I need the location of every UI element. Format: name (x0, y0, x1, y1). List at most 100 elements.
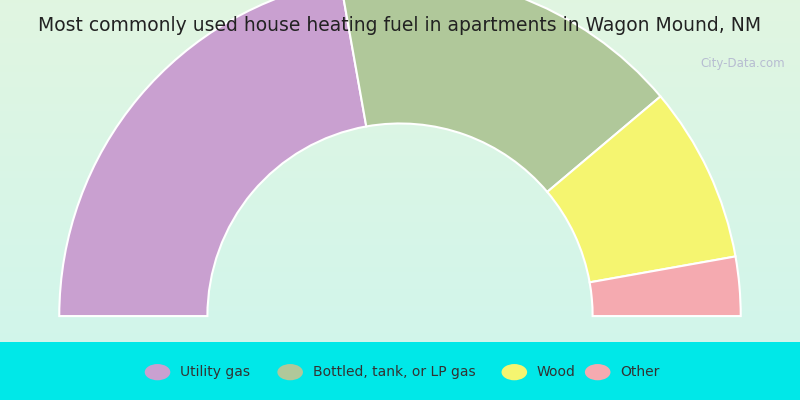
Text: Most commonly used house heating fuel in apartments in Wagon Mound, NM: Most commonly used house heating fuel in… (38, 16, 762, 35)
Bar (0, 292, 800, 294)
Bar (0, 228, 800, 229)
Bar (0, 12, 800, 14)
Bar (0, 113, 800, 114)
Bar (0, 267, 800, 268)
Bar (0, 250, 800, 251)
Bar (0, 144, 800, 145)
Bar (0, 41, 800, 43)
Bar (0, 38, 800, 39)
Ellipse shape (585, 364, 610, 380)
Bar (0, 334, 800, 335)
Wedge shape (547, 96, 735, 282)
Bar (0, 296, 800, 298)
Bar (0, 284, 800, 286)
Bar (0, 200, 800, 202)
Text: Other: Other (620, 365, 659, 379)
Bar (0, 304, 800, 306)
Bar (0, 161, 800, 162)
Bar (0, 335, 800, 337)
Bar (0, 5, 800, 7)
Bar (0, 226, 800, 228)
Bar (0, 149, 800, 150)
Bar (0, 67, 800, 68)
Bar (0, 332, 800, 334)
Bar (0, 308, 800, 310)
Bar (0, 219, 800, 220)
Bar (0, 99, 800, 101)
Bar (0, 19, 800, 20)
Bar (0, 43, 800, 44)
Bar (0, 287, 800, 289)
Bar (0, 238, 800, 239)
Bar (0, 274, 800, 275)
Bar (0, 128, 800, 130)
Bar (0, 26, 800, 27)
Bar (0, 82, 800, 84)
Bar (0, 220, 800, 222)
Bar (0, 320, 800, 322)
Bar (0, 22, 800, 24)
Bar (0, 277, 800, 279)
Bar (0, 27, 800, 29)
Bar (0, 255, 800, 256)
Bar (0, 60, 800, 62)
Bar (0, 193, 800, 195)
Bar (0, 174, 800, 176)
Bar (0, 322, 800, 323)
Bar (0, 212, 800, 214)
Bar (0, 156, 800, 157)
Bar (0, 310, 800, 311)
Bar (0, 340, 800, 342)
Bar (0, 178, 800, 180)
Bar (0, 217, 800, 219)
Bar (0, 299, 800, 301)
Bar (0, 98, 800, 99)
Wedge shape (59, 0, 366, 316)
Bar (0, 294, 800, 296)
Bar (0, 251, 800, 253)
Bar (0, 303, 800, 304)
Bar (0, 210, 800, 212)
Bar (0, 150, 800, 152)
Bar (0, 236, 800, 238)
Bar (0, 147, 800, 149)
Bar (0, 256, 800, 258)
Text: City-Data.com: City-Data.com (700, 58, 785, 70)
Wedge shape (340, 0, 661, 192)
Bar (0, 75, 800, 77)
Bar (0, 328, 800, 330)
Bar (0, 275, 800, 277)
Bar (0, 243, 800, 244)
Bar (0, 77, 800, 79)
Bar (0, 311, 800, 313)
Bar (0, 138, 800, 140)
Bar (0, 63, 800, 65)
Bar (0, 89, 800, 91)
Bar (0, 244, 800, 246)
Bar (0, 137, 800, 138)
Bar (0, 29, 800, 31)
Bar (0, 229, 800, 231)
Bar (0, 205, 800, 207)
Bar (0, 169, 800, 171)
Bar (0, 126, 800, 128)
Bar (0, 214, 800, 216)
Bar (0, 260, 800, 262)
Bar (0, 325, 800, 327)
Bar (0, 154, 800, 156)
Bar (0, 176, 800, 178)
Bar (0, 342, 800, 400)
Bar (0, 84, 800, 86)
Bar (0, 197, 800, 198)
Bar (0, 34, 800, 36)
Bar (0, 327, 800, 328)
Bar (0, 162, 800, 164)
Ellipse shape (502, 364, 527, 380)
Bar (0, 87, 800, 89)
Bar (0, 142, 800, 144)
Bar (0, 108, 800, 110)
Bar (0, 185, 800, 186)
Bar (0, 186, 800, 188)
Bar (0, 132, 800, 133)
Bar (0, 183, 800, 185)
